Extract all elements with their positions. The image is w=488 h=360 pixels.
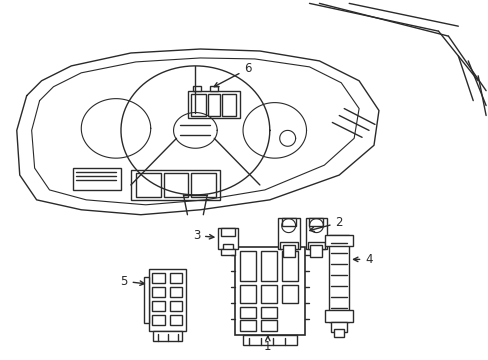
Bar	[163, 173, 188, 197]
Bar	[151, 301, 164, 311]
Bar	[334, 329, 344, 337]
Bar	[260, 307, 276, 318]
Text: 2: 2	[309, 216, 342, 231]
Bar	[260, 285, 276, 303]
Bar	[240, 307, 255, 318]
Bar	[193, 86, 201, 91]
Bar	[136, 173, 161, 197]
Bar	[240, 320, 255, 331]
Bar	[169, 315, 182, 325]
Bar	[305, 218, 326, 249]
Bar	[282, 246, 294, 257]
Bar	[169, 273, 182, 283]
Bar	[281, 285, 297, 303]
Bar	[331, 322, 346, 332]
Text: 6: 6	[214, 62, 251, 87]
Text: 1: 1	[264, 336, 271, 353]
Bar	[281, 251, 297, 281]
Text: 4: 4	[353, 253, 372, 266]
Bar	[243, 335, 296, 345]
Bar	[281, 218, 295, 226]
Text: 5: 5	[120, 275, 144, 288]
Bar	[151, 287, 164, 297]
Bar	[210, 86, 218, 91]
Bar	[191, 173, 216, 197]
Bar	[309, 218, 323, 226]
Bar	[240, 285, 255, 303]
Bar	[260, 251, 276, 281]
Bar	[191, 94, 206, 116]
Bar	[307, 242, 325, 249]
Bar	[310, 246, 322, 257]
Bar	[151, 315, 164, 325]
Text: 3: 3	[192, 229, 213, 242]
Bar	[221, 228, 235, 235]
Bar	[222, 94, 236, 116]
Bar	[188, 91, 240, 118]
Bar	[328, 235, 348, 322]
Bar	[208, 94, 220, 116]
Bar	[240, 251, 255, 281]
Bar	[279, 242, 297, 249]
Bar	[169, 287, 182, 297]
Bar	[218, 228, 238, 249]
Bar	[73, 168, 121, 190]
Bar	[221, 249, 235, 255]
Bar	[151, 273, 164, 283]
Bar	[325, 235, 352, 247]
Bar	[325, 310, 352, 322]
Bar	[152, 331, 182, 341]
Bar	[169, 301, 182, 311]
Bar	[143, 277, 148, 323]
Bar	[131, 170, 220, 200]
Bar	[223, 243, 233, 251]
Bar	[235, 247, 304, 335]
Bar	[260, 320, 276, 331]
Bar	[277, 218, 299, 249]
Bar	[148, 269, 186, 331]
